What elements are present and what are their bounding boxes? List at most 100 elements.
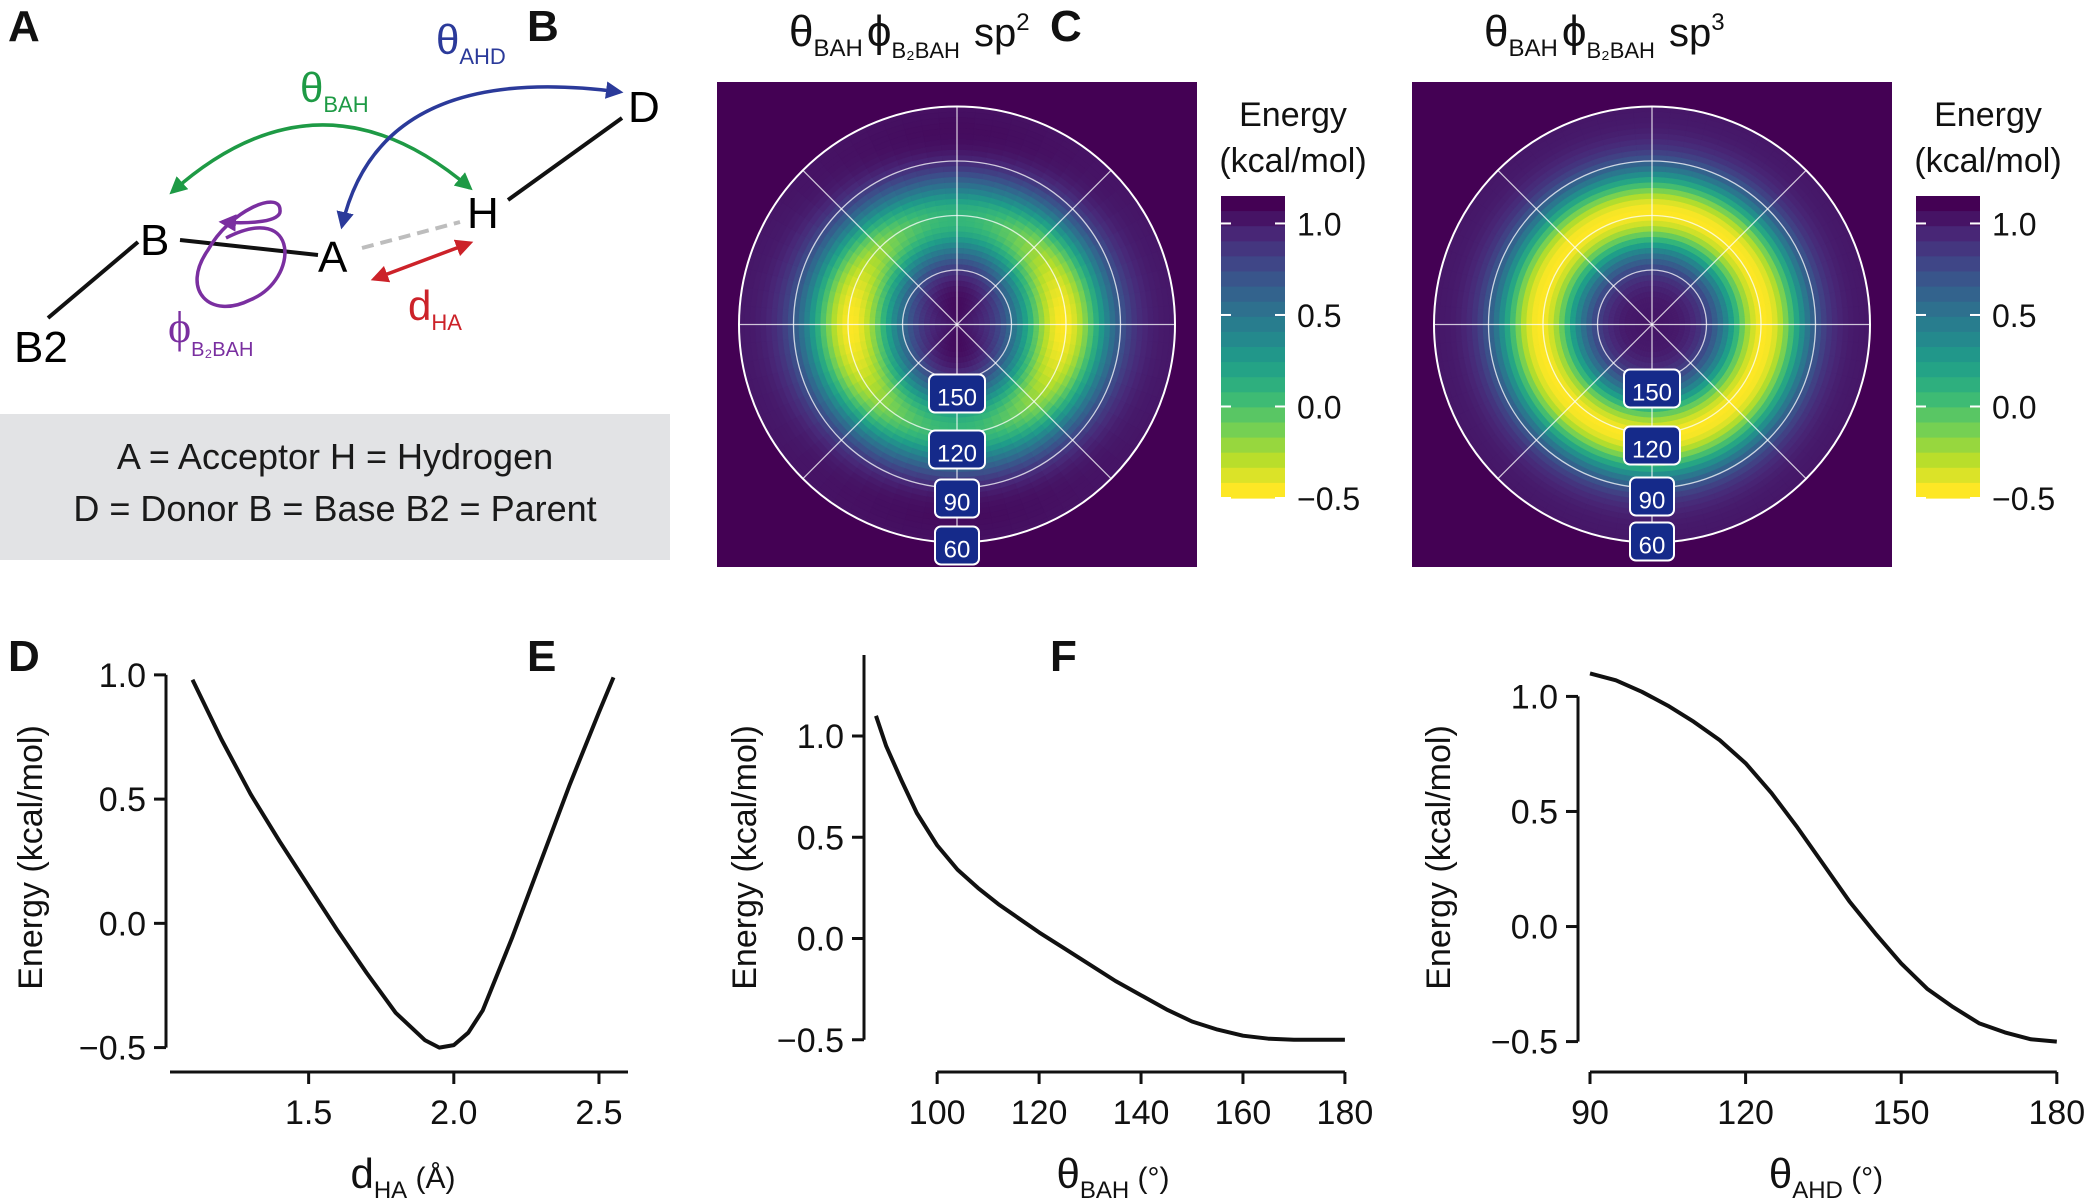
heatmap-cell (1504, 324, 1512, 338)
heatmap-cell (956, 421, 967, 429)
heatmap-cell (1651, 416, 1661, 423)
theta-bah-arc (169, 123, 473, 195)
heatmap-cell (1559, 324, 1566, 333)
colorbar-band (1221, 437, 1285, 454)
heatmap-cell (1580, 317, 1588, 325)
heatmap-cell (1081, 324, 1089, 337)
heatmap-cell (956, 231, 966, 238)
dha-arrow (370, 239, 474, 283)
colorbar-band (1221, 407, 1285, 424)
heatmap-cell (1765, 324, 1773, 336)
heatmap-cell (864, 324, 871, 333)
heatmap-cell (1749, 324, 1756, 334)
heatmap-cell (814, 311, 822, 325)
colorbar-band (1221, 256, 1285, 273)
colorbar-title-line2: (kcal/mol) (1219, 142, 1366, 180)
heatmap-cell (836, 324, 844, 336)
heatmap-cell (1638, 177, 1653, 184)
heatmap-cell (1787, 311, 1795, 325)
heatmap-cell (1048, 315, 1056, 325)
heatmap-cell (1575, 324, 1582, 332)
heatmap-cell (1722, 317, 1729, 325)
heatmap-cell (943, 470, 958, 478)
heatmap-cell (831, 324, 838, 336)
heatmap-cell (948, 275, 954, 282)
heatmap-cell (1564, 324, 1571, 333)
heatmap-cell (1103, 310, 1110, 325)
heatmap-cell (947, 421, 958, 429)
heatmap-cell (1645, 253, 1653, 260)
heatmap-cell (1526, 324, 1533, 336)
heatmap-cell (1738, 316, 1745, 325)
heatmap-cell (1564, 316, 1571, 325)
colorbar-band (1221, 331, 1285, 348)
heatmap-cell (1032, 324, 1040, 332)
heatmap-cell (1644, 242, 1653, 249)
heatmap-cell (1515, 312, 1523, 325)
colorbar-band (1221, 226, 1285, 242)
heatmap-cell (1108, 324, 1116, 339)
heatmap-cell (1792, 311, 1800, 325)
heatmap-cell (945, 198, 958, 206)
heatmap-cell (864, 316, 871, 325)
heatmap-cell (1027, 317, 1034, 325)
heatmap-cell (1651, 247, 1659, 255)
atom-h: H (467, 189, 499, 238)
heatmap-cell (942, 166, 958, 173)
heatmap-cell (1651, 171, 1666, 179)
colorbar-band (1221, 347, 1285, 363)
heatmap-cell (1520, 324, 1528, 337)
heatmap-cell (1499, 324, 1506, 339)
heatmap-cell (831, 313, 838, 325)
heatmap-cell (1651, 226, 1661, 233)
heatmap-cell (1569, 317, 1577, 325)
colorbar-band (1221, 362, 1285, 378)
heatmap-cell (1651, 411, 1661, 418)
phi-label: ϕB₂BAH (168, 303, 253, 361)
heatmap-cell (1509, 311, 1517, 325)
heatmap-cell (1716, 317, 1724, 325)
panel-label-c: C (1050, 2, 1082, 51)
heatmap-cell (869, 324, 876, 333)
phi-rotation-arrow (195, 200, 287, 308)
heatmap-cell (1651, 220, 1662, 228)
colorbar-tick-label: 0.0 (1297, 389, 1341, 425)
heatmap-cell (1054, 324, 1061, 334)
ring-label: 60 (944, 537, 971, 564)
heatmap-cell (956, 416, 966, 423)
heatmap-cell (891, 324, 898, 331)
atom-d: D (628, 83, 660, 132)
legend-line-1: A = Acceptor H = Hydrogen (116, 436, 554, 477)
heatmap-cell (1032, 317, 1040, 325)
heatmap-cell (1043, 316, 1050, 325)
heatmap-cell (1651, 166, 1667, 173)
heatmap-cell (1765, 313, 1773, 325)
heatmap-cell (1097, 324, 1105, 338)
heatmap-cell (1781, 324, 1789, 337)
heatmap-cell (943, 177, 958, 184)
heatmap-cell (945, 193, 958, 200)
theta-ahd-label: θAHD (436, 16, 506, 69)
heatmap-cell (809, 311, 817, 325)
heatmap-cell (1792, 324, 1800, 338)
heatmap-cell (1643, 416, 1653, 423)
heatmap-cell (999, 315, 1007, 322)
heatmap-cell (1081, 312, 1089, 325)
heatmap-cell (1651, 470, 1666, 478)
heatmap-cell (858, 315, 866, 325)
heatmap-cell (814, 324, 822, 338)
hbond-a-h (361, 220, 461, 250)
bond-b2-b (46, 240, 140, 320)
heatmap-cell (1493, 310, 1501, 325)
heatmap-cell (1499, 310, 1506, 325)
heatmap-cell (1733, 324, 1740, 333)
dha-label: dHA (408, 282, 462, 335)
heatmap-cell (1711, 324, 1718, 331)
heatmap-cell (825, 324, 833, 337)
heatmap-cell (1637, 166, 1653, 173)
heatmap-cell (1638, 465, 1653, 472)
heatmap-cell (956, 171, 971, 179)
heatmap-cell (1038, 324, 1045, 333)
heatmap-cell (891, 318, 898, 325)
